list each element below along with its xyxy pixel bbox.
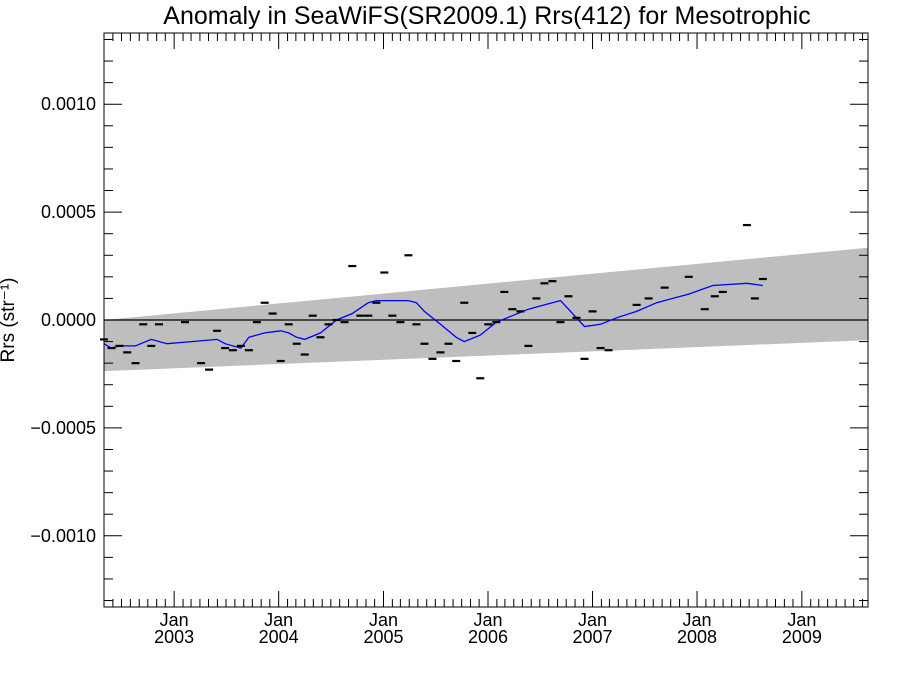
y-tick-label: −0.0010 — [30, 526, 96, 546]
x-tick-year-label: 2007 — [573, 627, 613, 647]
running-mean-line — [103, 282, 763, 349]
x-tick-month-label: Jan — [473, 610, 502, 630]
y-tick-label: 0.0005 — [41, 202, 96, 222]
anomaly-points-series — [100, 223, 767, 380]
x-tick-month-label: Jan — [369, 610, 398, 630]
x-tick-year-label: 2009 — [782, 627, 822, 647]
band-area — [104, 247, 868, 372]
x-axis-ticks: Jan2003Jan2004Jan2005Jan2006Jan2007Jan20… — [103, 33, 864, 647]
x-tick-month-label: Jan — [160, 610, 189, 630]
uncertainty-band — [104, 247, 868, 372]
running-mean-series — [103, 282, 763, 349]
x-tick-month-label: Jan — [264, 610, 293, 630]
chart-title: Anomaly in SeaWiFS(SR2009.1) Rrs(412) fo… — [163, 2, 810, 30]
x-tick-month-label: Jan — [578, 610, 607, 630]
x-tick-year-label: 2005 — [363, 627, 403, 647]
y-tick-label: −0.0005 — [30, 418, 96, 438]
y-axis-ticks: −0.0010 −0.0005 0.0000 0.0005 0.0010 — [30, 38, 868, 602]
x-tick-year-label: 2003 — [154, 627, 194, 647]
x-tick-month-label: Jan — [787, 610, 816, 630]
x-tick-year-label: 2006 — [468, 627, 508, 647]
y-axis-label: Rrs (str⁻¹) — [0, 278, 19, 363]
x-tick-year-label: 2008 — [677, 627, 717, 647]
x-tick-year-label: 2004 — [259, 627, 299, 647]
x-tick-month-label: Jan — [683, 610, 712, 630]
y-tick-label: 0.0000 — [41, 310, 96, 330]
y-tick-label: 0.0010 — [41, 94, 96, 114]
